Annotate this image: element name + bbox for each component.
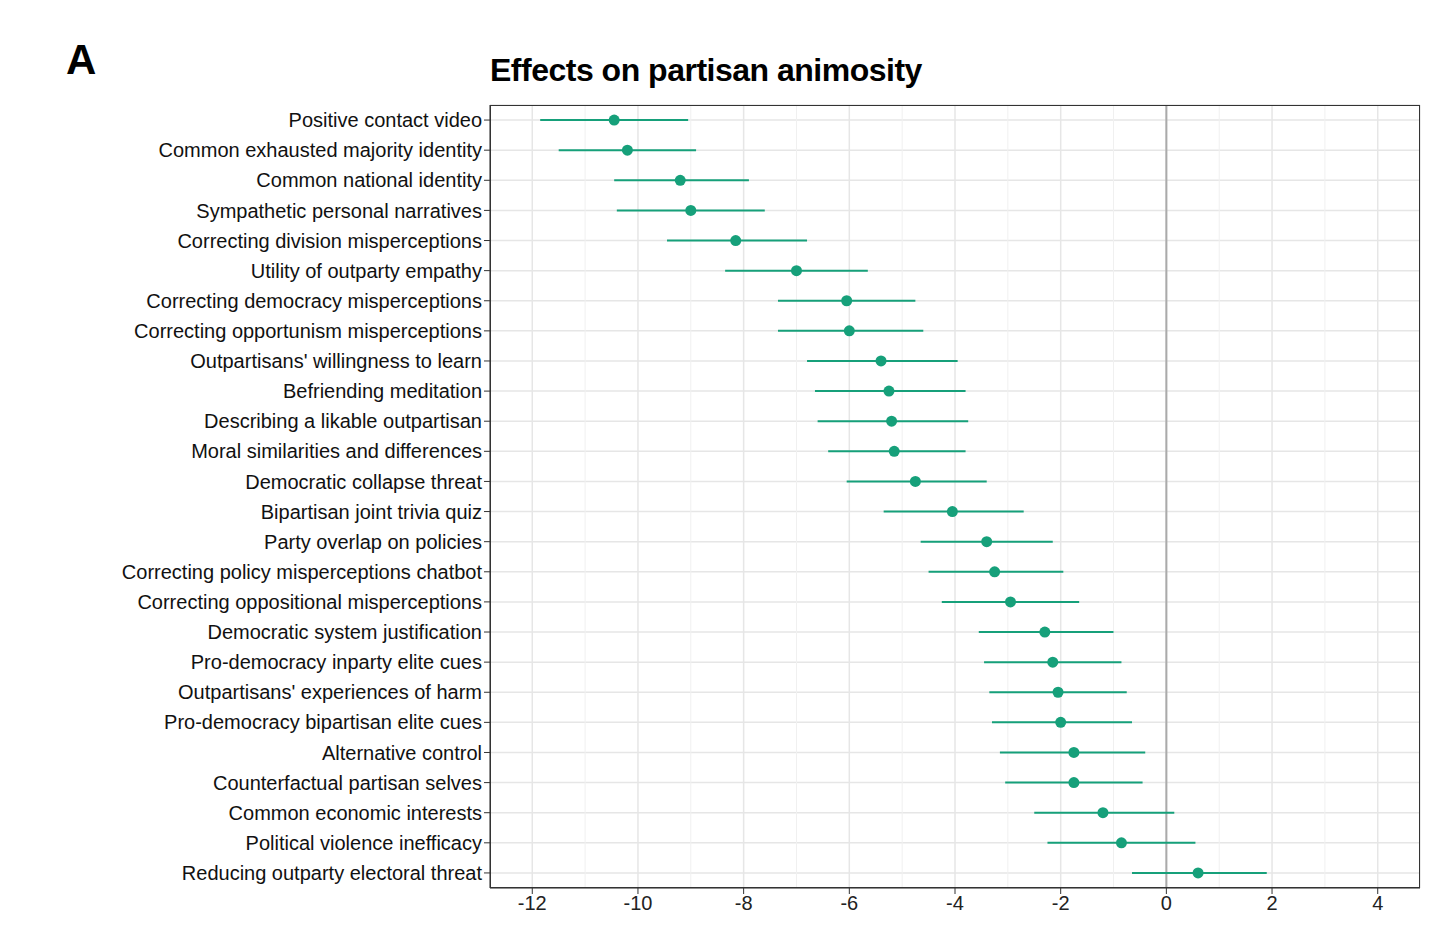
svg-text:0: 0 bbox=[1161, 892, 1172, 914]
html-text:A: A bbox=[66, 36, 97, 83]
svg-text:Common exhausted majority iden: Common exhausted majority identity bbox=[159, 139, 482, 161]
svg-text:Outpartisans' experiences of h: Outpartisans' experiences of harm bbox=[178, 681, 482, 703]
svg-text:Sympathetic personal narrative: Sympathetic personal narratives bbox=[196, 200, 482, 222]
svg-text:Correcting policy misperceptio: Correcting policy misperceptions chatbot bbox=[122, 561, 483, 583]
svg-text:Befriending meditation: Befriending meditation bbox=[283, 380, 482, 402]
svg-text:Democratic system justificatio: Democratic system justification bbox=[207, 621, 482, 643]
svg-text:Correcting democracy mispercep: Correcting democracy misperceptions bbox=[146, 290, 482, 312]
svg-text:4: 4 bbox=[1372, 892, 1383, 914]
svg-text:Counterfactual partisan selves: Counterfactual partisan selves bbox=[213, 772, 482, 794]
svg-text:2: 2 bbox=[1266, 892, 1277, 914]
svg-text:Outpartisans' willingness to l: Outpartisans' willingness to learn bbox=[190, 350, 482, 372]
svg-text:-4: -4 bbox=[946, 892, 964, 914]
html-text:Effects on partisan animosity: Effects on partisan animosity bbox=[490, 52, 922, 88]
svg-text:Common national identity: Common national identity bbox=[256, 169, 482, 191]
svg-text:Positive contact video: Positive contact video bbox=[289, 109, 482, 131]
svg-text:Political violence inefficacy: Political violence inefficacy bbox=[246, 832, 482, 854]
svg-text:Pro-democracy bipartisan elite: Pro-democracy bipartisan elite cues bbox=[164, 711, 482, 733]
svg-text:Utility of outparty empathy: Utility of outparty empathy bbox=[251, 260, 482, 282]
svg-text:Common economic interests: Common economic interests bbox=[229, 802, 482, 824]
svg-text:Correcting division mispercept: Correcting division misperceptions bbox=[177, 230, 482, 252]
svg-text:-2: -2 bbox=[1052, 892, 1070, 914]
svg-text:Bipartisan joint trivia quiz: Bipartisan joint trivia quiz bbox=[261, 501, 482, 523]
svg-text:-6: -6 bbox=[840, 892, 858, 914]
svg-text:Reducing outparty electoral th: Reducing outparty electoral threat bbox=[182, 862, 483, 884]
svg-text:Democratic collapse threat: Democratic collapse threat bbox=[245, 471, 482, 493]
svg-text:Correcting oppositional misper: Correcting oppositional misperceptions bbox=[137, 591, 482, 613]
svg-text:Alternative control: Alternative control bbox=[322, 742, 482, 764]
svg-text:Moral similarities and differe: Moral similarities and differences bbox=[191, 440, 482, 462]
svg-text:-8: -8 bbox=[735, 892, 753, 914]
svg-text:-10: -10 bbox=[624, 892, 653, 914]
svg-text:Pro-democracy inparty elite cu: Pro-democracy inparty elite cues bbox=[191, 651, 482, 673]
svg-text:Describing a likable outpartis: Describing a likable outpartisan bbox=[204, 410, 482, 432]
svg-text:-12: -12 bbox=[518, 892, 547, 914]
svg-text:Party overlap on policies: Party overlap on policies bbox=[264, 531, 482, 553]
svg-text:Correcting opportunism misperc: Correcting opportunism misperceptions bbox=[134, 320, 482, 342]
